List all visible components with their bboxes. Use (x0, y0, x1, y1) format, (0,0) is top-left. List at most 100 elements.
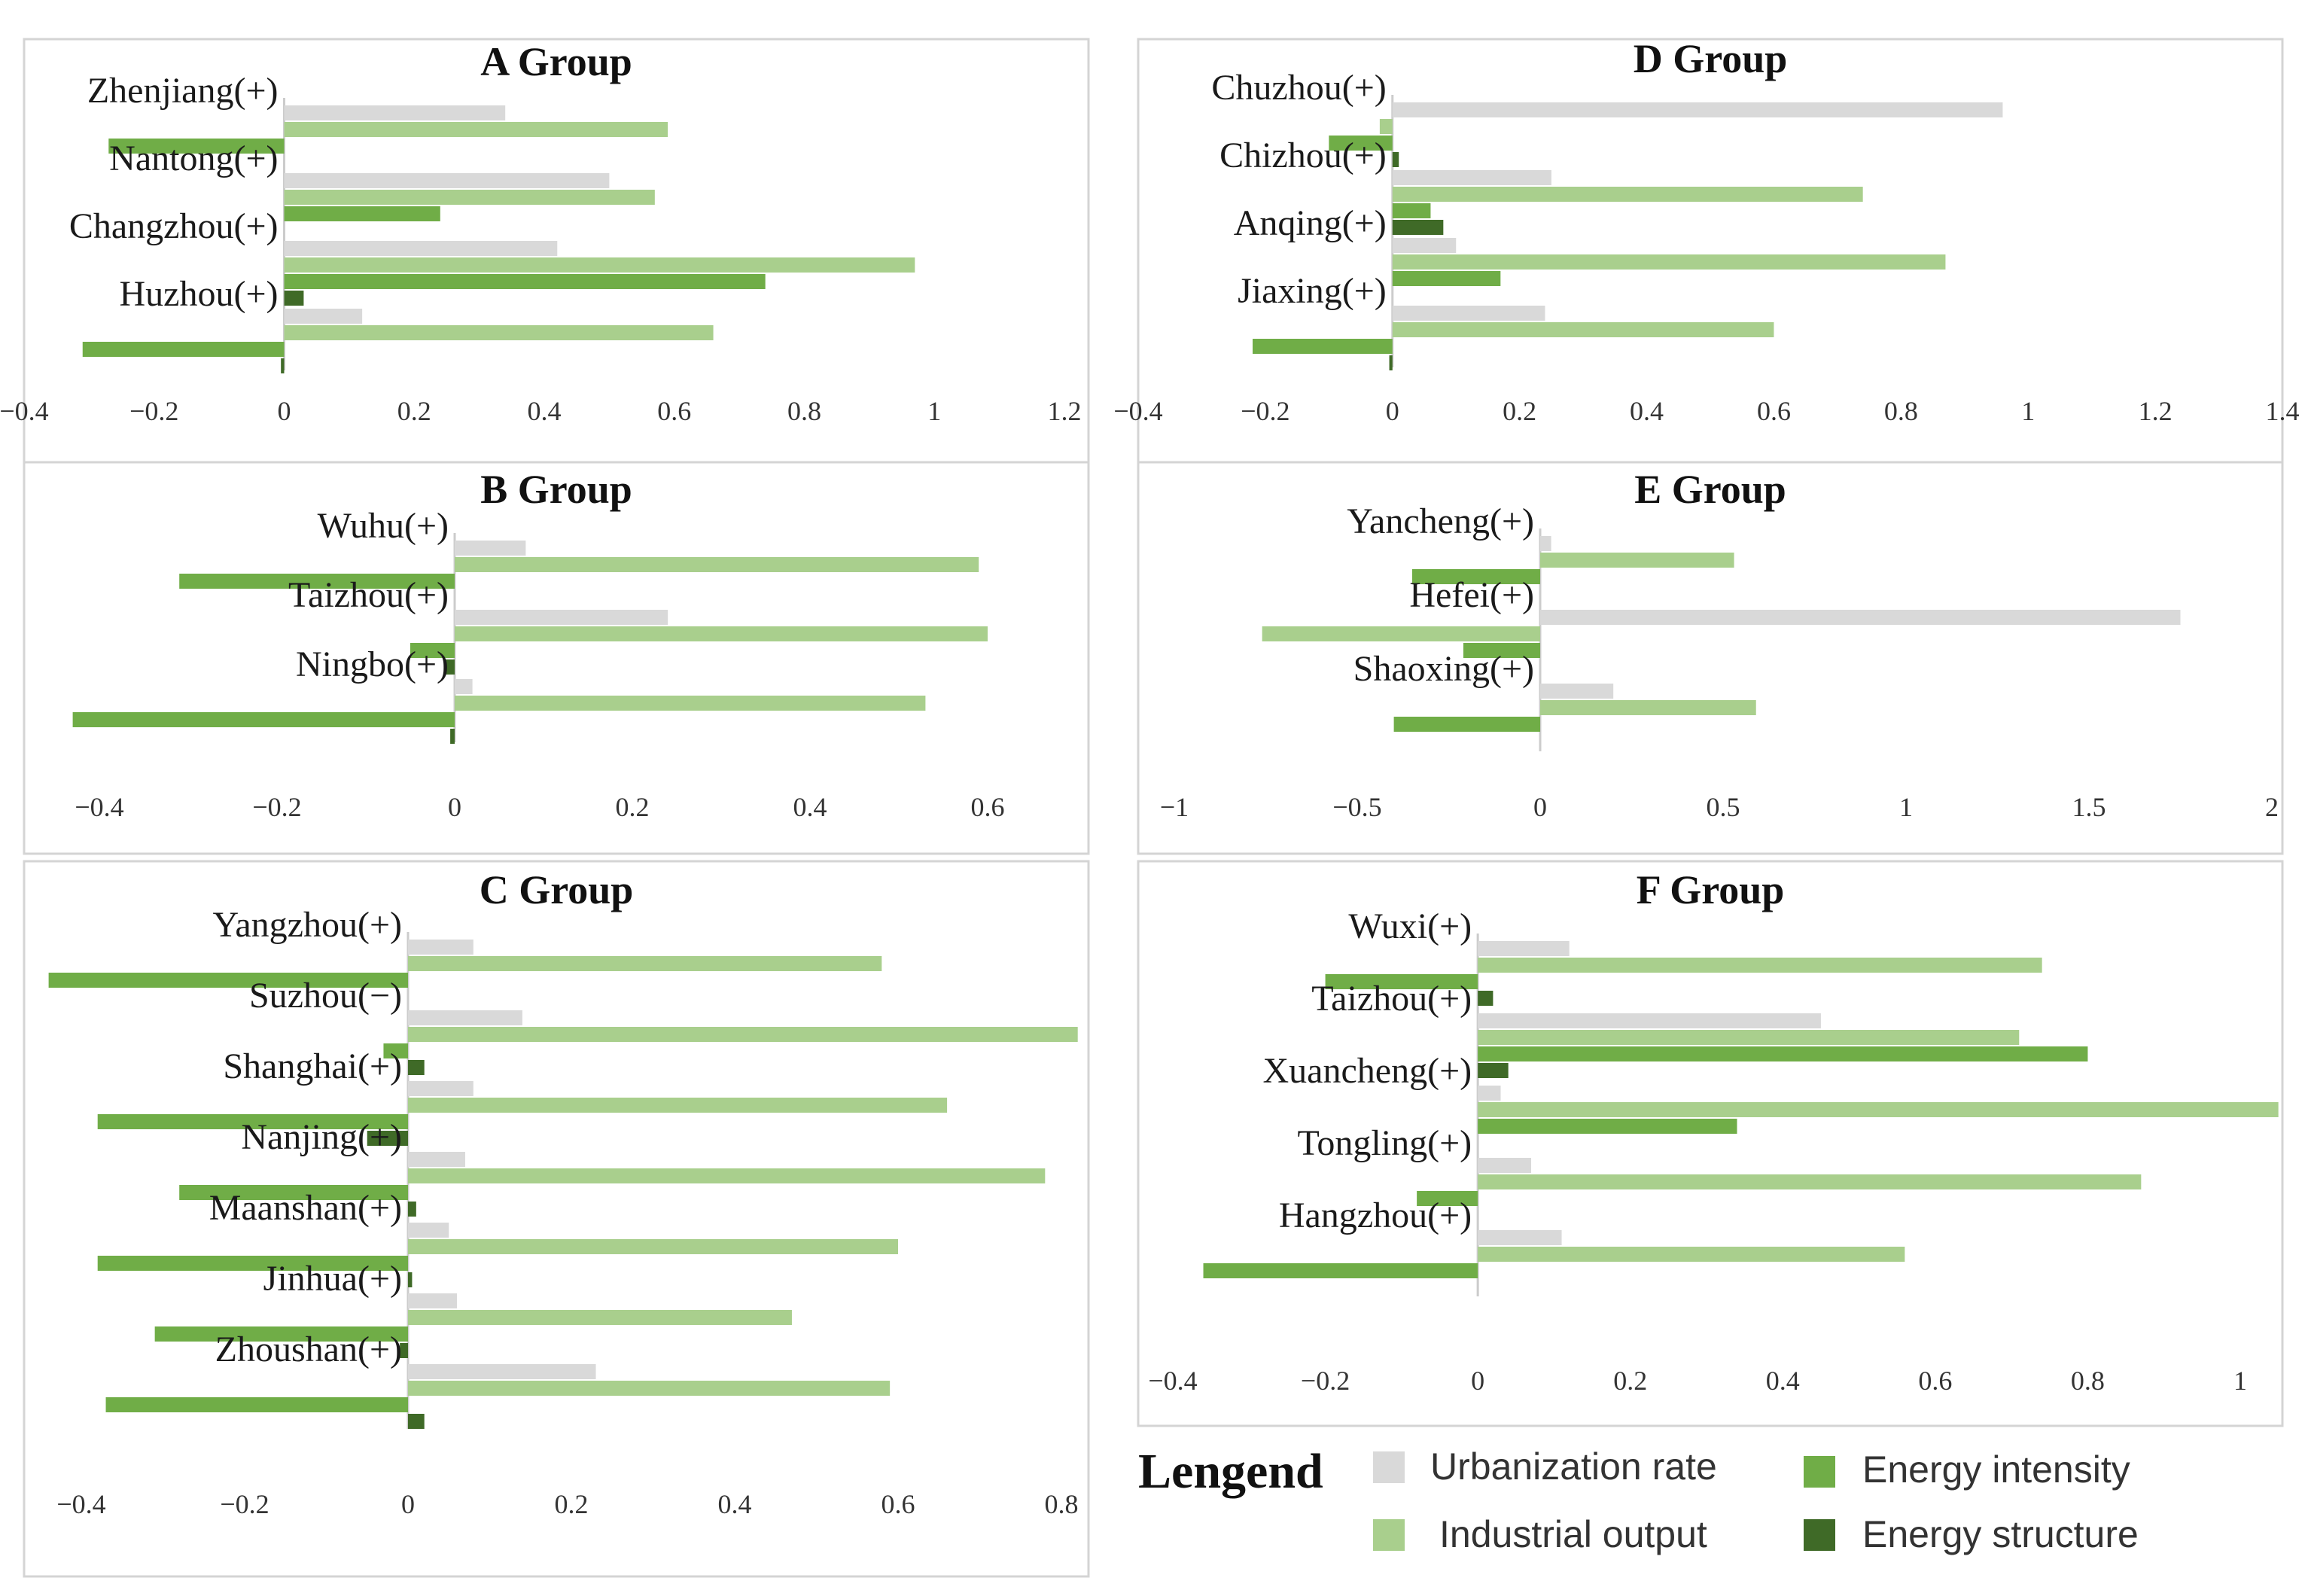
x-tick-label: −0.4 (75, 792, 123, 822)
x-tick-label: 0.8 (1884, 396, 1918, 426)
bar-industrial-output (1478, 1030, 2020, 1045)
bar-urbanization-rate (1540, 536, 1551, 551)
bar-energy-intensity (383, 1043, 408, 1058)
bar-urbanization-rate (1392, 102, 2003, 117)
bar-industrial-output (408, 1239, 898, 1254)
x-tick-label: 0.6 (1918, 1366, 1952, 1396)
x-tick-label: −0.2 (1241, 396, 1289, 426)
bar-energy-intensity (179, 1185, 408, 1200)
x-tick-label: −0.2 (1301, 1366, 1350, 1396)
bar-energy-intensity (97, 1256, 408, 1271)
panel-title: C Group (480, 867, 634, 912)
x-tick-label: 0 (1533, 792, 1547, 822)
bar-urbanization-rate (1540, 610, 2181, 625)
bar-industrial-output (408, 1381, 891, 1396)
bar-energy-structure (450, 729, 455, 744)
category-label: Changzhou(+) (69, 206, 279, 246)
x-tick-label: 1 (2021, 396, 2035, 426)
bar-energy-structure (446, 659, 455, 675)
panel-title: F Group (1637, 867, 1785, 912)
bar-energy-intensity (284, 274, 766, 289)
x-tick-label: −0.5 (1332, 792, 1381, 822)
x-tick-label: 0.4 (793, 792, 827, 822)
x-tick-label: 0 (401, 1489, 415, 1519)
x-tick-label: 2 (2265, 792, 2279, 822)
bar-industrial-output (1540, 700, 1756, 715)
bar-industrial-output (455, 696, 926, 711)
bar-urbanization-rate (455, 679, 473, 694)
category-label: Suzhou(−) (249, 976, 402, 1016)
bar-energy-structure (1478, 1063, 1509, 1078)
bar-energy-intensity (82, 342, 285, 357)
bar-energy-intensity (1253, 339, 1393, 354)
panel-b-group: B Group −0.4 −0.2 0 0.2 0.4 0.6 Wuhu(+) Taizhou(… (23, 461, 1090, 855)
bar-energy-intensity (48, 973, 408, 988)
x-tick-label: 1 (2233, 1366, 2247, 1396)
bar-urbanization-rate (1392, 306, 1545, 321)
bar-industrial-output (1478, 1174, 2142, 1189)
category-label: Chuzhou(+) (1211, 68, 1386, 108)
category-label: Wuhu(+) (318, 506, 449, 546)
bar-industrial-output (408, 956, 882, 971)
panel-frame (1137, 461, 2284, 855)
bar-urbanization-rate (1478, 1158, 1532, 1173)
category-label: Chizhou(+) (1219, 136, 1387, 175)
bar-energy-intensity (72, 712, 455, 727)
x-tick-label: 0 (448, 792, 461, 822)
category-label: Anqing(+) (1234, 203, 1387, 243)
bar-urbanization-rate (408, 1081, 473, 1096)
category-label: Hangzhou(+) (1279, 1195, 1472, 1235)
bar-urbanization-rate (284, 105, 506, 120)
x-tick-label: 0.2 (397, 396, 431, 426)
bar-energy-structure (400, 1343, 408, 1358)
x-tick-label: 0.6 (971, 792, 1005, 822)
category-label: Yancheng(+) (1347, 501, 1534, 541)
panel-frame (1137, 860, 2284, 1427)
category-label: Jiaxing(+) (1238, 271, 1387, 311)
x-tick-label: 0.2 (1503, 396, 1536, 426)
bar-industrial-output (408, 1310, 792, 1325)
bar-urbanization-rate (1478, 1086, 1501, 1101)
x-tick-label: 1 (927, 396, 941, 426)
bar-energy-intensity (1478, 1046, 2088, 1061)
category-label: Maanshan(+) (209, 1188, 402, 1228)
panel-c-group: C Group −0.4 −0.2 0 0.2 0.4 0.6 0.8 Yangzhou(+) S… (23, 860, 1090, 1578)
x-tick-label: 0.4 (528, 396, 562, 426)
category-label: Taizhou(+) (288, 575, 449, 615)
bar-energy-intensity (1411, 569, 1540, 584)
bar-energy-intensity (179, 574, 455, 589)
category-label: Xuancheng(+) (1263, 1051, 1472, 1091)
x-tick-label: 0.5 (1707, 792, 1740, 822)
bar-industrial-output (1478, 958, 2042, 973)
bar-energy-intensity (1329, 136, 1393, 151)
x-tick-label: 0.4 (718, 1489, 752, 1519)
x-tick-label: −1 (1160, 792, 1189, 822)
bar-energy-intensity (1417, 1191, 1478, 1206)
bar-urbanization-rate (408, 1223, 449, 1238)
panel-e-group: E Group −1 −0.5 0 0.5 1 1.5 2 Yancheng(+) Hefei(+… (1137, 461, 2284, 855)
bar-energy-intensity (1203, 1263, 1478, 1278)
category-label: Yangzhou(+) (212, 905, 402, 945)
x-tick-label: 0.6 (657, 396, 691, 426)
bar-energy-intensity (108, 139, 285, 154)
bar-energy-structure (408, 1414, 425, 1429)
bar-energy-intensity (154, 1326, 408, 1342)
x-tick-label: −0.2 (220, 1489, 269, 1519)
x-tick-label: 1 (1899, 792, 1913, 822)
category-label: Wuxi(+) (1348, 906, 1472, 946)
x-tick-label: 0.8 (2071, 1366, 2105, 1396)
category-label: Ningbo(+) (296, 644, 449, 684)
bar-industrial-output (1392, 322, 1774, 337)
bar-urbanization-rate (284, 309, 363, 324)
bar-industrial-output (1540, 553, 1734, 568)
panel-title: E Group (1634, 467, 1786, 512)
x-tick-label: −0.4 (1113, 396, 1162, 426)
bar-industrial-output (284, 122, 668, 137)
x-tick-label: 0.4 (1766, 1366, 1800, 1396)
bar-urbanization-rate (1478, 1230, 1562, 1245)
bar-industrial-output (408, 1027, 1078, 1042)
category-label: Shaoxing(+) (1353, 649, 1534, 689)
bar-energy-structure (1389, 355, 1393, 370)
bar-urbanization-rate (1478, 941, 1570, 956)
